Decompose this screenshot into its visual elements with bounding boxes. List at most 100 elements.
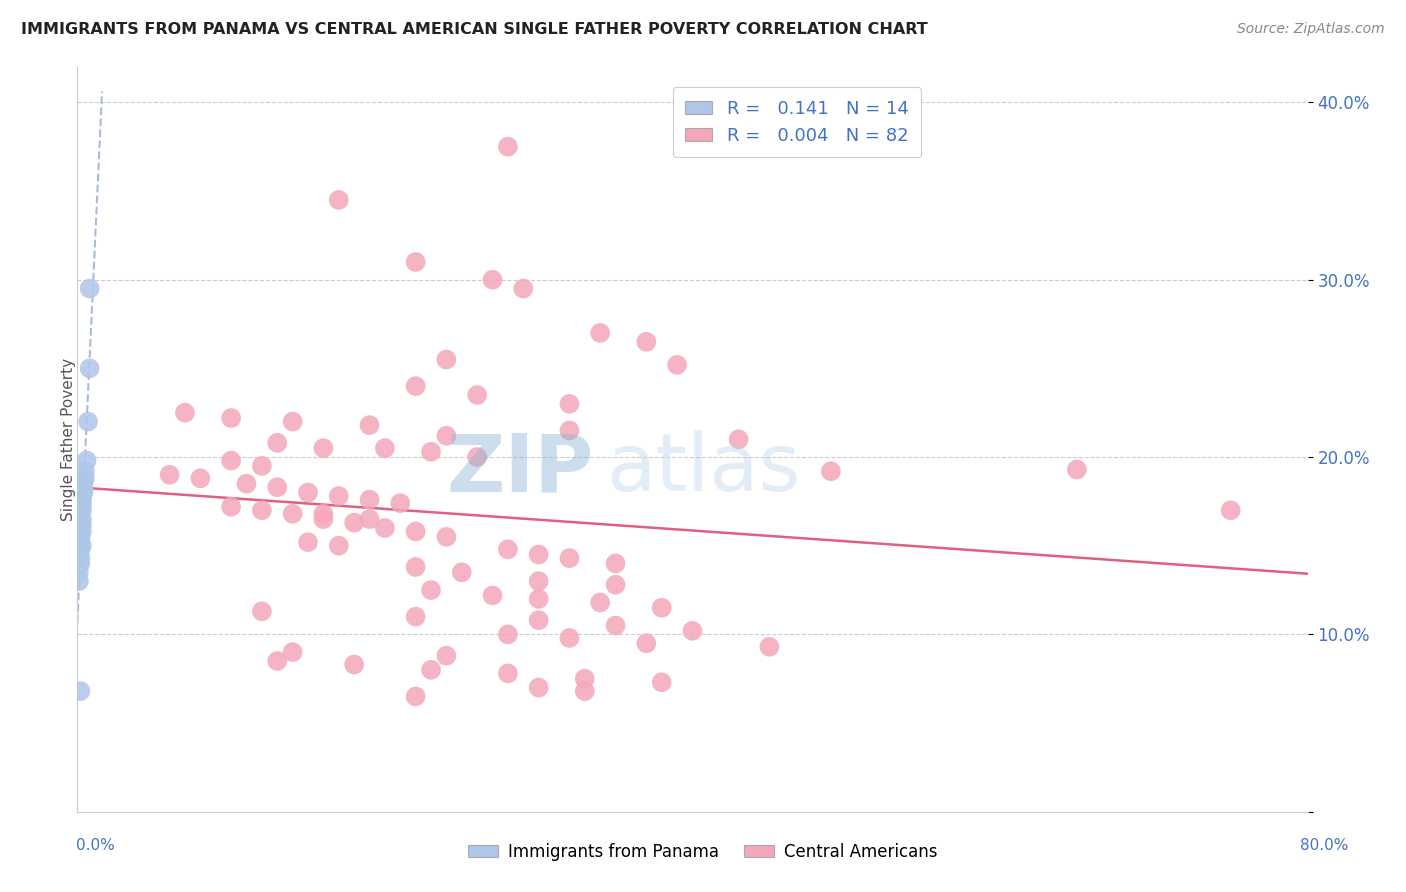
Point — [79, 361, 101, 376]
Point — [527, 548, 550, 562]
Text: ZIP: ZIP — [447, 430, 595, 508]
Point — [72, 482, 94, 496]
Point — [450, 566, 472, 580]
Point — [219, 500, 242, 514]
Point — [651, 600, 673, 615]
Point — [73, 464, 96, 478]
Point — [359, 512, 381, 526]
Point — [636, 334, 658, 349]
Point — [69, 684, 91, 698]
Point — [72, 476, 94, 491]
Point — [69, 530, 91, 544]
Point — [527, 591, 550, 606]
Point — [70, 492, 93, 507]
Point — [297, 535, 319, 549]
Point — [188, 471, 212, 485]
Text: Source: ZipAtlas.com: Source: ZipAtlas.com — [1237, 22, 1385, 37]
Point — [496, 542, 519, 557]
Text: 80.0%: 80.0% — [1301, 838, 1348, 853]
Point — [67, 574, 90, 589]
Point — [70, 524, 93, 539]
Point — [69, 535, 91, 549]
Point — [558, 631, 581, 645]
Text: atlas: atlas — [606, 430, 800, 508]
Point — [682, 624, 704, 638]
Point — [436, 429, 458, 443]
Point — [174, 406, 197, 420]
Point — [67, 566, 90, 580]
Point — [527, 613, 550, 627]
Point — [69, 551, 91, 566]
Point — [374, 441, 396, 455]
Point — [250, 604, 273, 618]
Point — [69, 524, 91, 539]
Point — [420, 444, 443, 458]
Point — [389, 496, 412, 510]
Point — [465, 450, 488, 464]
Y-axis label: Single Father Poverty: Single Father Poverty — [62, 358, 76, 521]
Point — [589, 595, 612, 609]
Point — [69, 517, 91, 532]
Point — [666, 358, 689, 372]
Point — [496, 666, 519, 681]
Point — [77, 415, 100, 429]
Point — [527, 681, 550, 695]
Point — [266, 435, 288, 450]
Point — [266, 654, 288, 668]
Point — [496, 139, 519, 153]
Point — [1219, 503, 1241, 517]
Point — [297, 485, 319, 500]
Point — [420, 582, 443, 597]
Point — [605, 578, 627, 592]
Point — [76, 453, 98, 467]
Point — [420, 663, 443, 677]
Point — [72, 485, 94, 500]
Point — [558, 551, 581, 566]
Point — [343, 516, 366, 530]
Point — [405, 609, 427, 624]
Point — [436, 530, 458, 544]
Point — [328, 489, 350, 503]
Point — [69, 557, 91, 571]
Point — [281, 415, 304, 429]
Point — [651, 675, 673, 690]
Point — [328, 193, 350, 207]
Point — [312, 441, 335, 455]
Point — [359, 492, 381, 507]
Point — [605, 618, 627, 632]
Point — [405, 379, 427, 393]
Point — [496, 627, 519, 641]
Point — [79, 282, 101, 296]
Point — [70, 512, 93, 526]
Point — [312, 507, 335, 521]
Text: IMMIGRANTS FROM PANAMA VS CENTRAL AMERICAN SINGLE FATHER POVERTY CORRELATION CHA: IMMIGRANTS FROM PANAMA VS CENTRAL AMERIC… — [21, 22, 928, 37]
Point — [219, 411, 242, 425]
Point — [605, 557, 627, 571]
Point — [70, 539, 93, 553]
Point — [589, 326, 612, 340]
Point — [558, 397, 581, 411]
Point — [758, 640, 780, 654]
Point — [405, 524, 427, 539]
Point — [374, 521, 396, 535]
Point — [481, 588, 503, 602]
Point — [70, 489, 93, 503]
Point — [69, 542, 91, 557]
Point — [73, 471, 96, 485]
Point — [250, 503, 273, 517]
Point — [405, 690, 427, 704]
Point — [512, 282, 534, 296]
Point — [558, 424, 581, 438]
Text: 0.0%: 0.0% — [76, 838, 115, 853]
Point — [820, 464, 842, 478]
Point — [159, 467, 181, 482]
Point — [235, 476, 257, 491]
Point — [465, 388, 488, 402]
Point — [405, 560, 427, 574]
Point — [343, 657, 366, 672]
Point — [359, 418, 381, 433]
Point — [312, 512, 335, 526]
Point — [636, 636, 658, 650]
Point — [219, 453, 242, 467]
Point — [70, 517, 93, 532]
